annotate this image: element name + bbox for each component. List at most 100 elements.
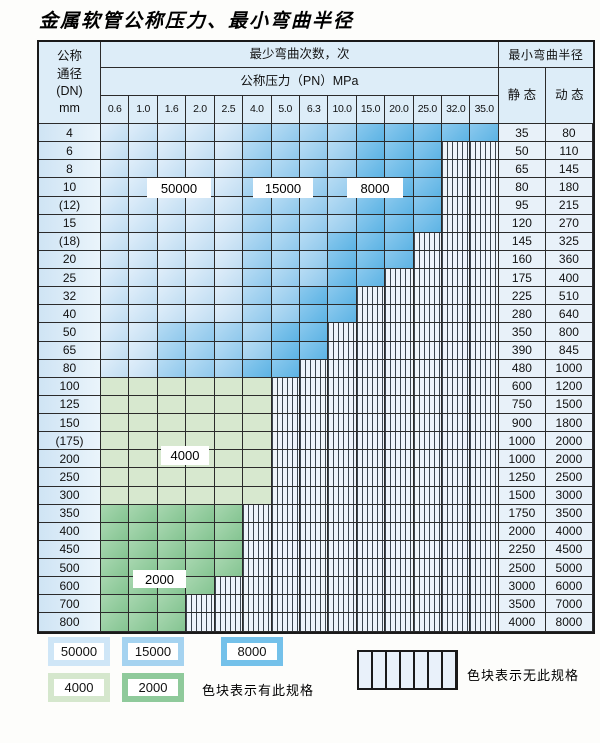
- dn-500: 500: [39, 559, 101, 578]
- legend-swatch-50000: 50000: [48, 637, 110, 666]
- legend-value-4000: 4000: [64, 680, 94, 695]
- dn-15: 15: [39, 214, 101, 233]
- cell-300-35.0-nospec: [470, 486, 499, 505]
- cell-15-6.3-spec: [299, 214, 329, 233]
- static-(18): 145: [498, 232, 546, 251]
- cell-600-5.0-nospec: [271, 577, 300, 596]
- cell-6-10.0-spec: [328, 142, 357, 161]
- cell-700-10.0-nospec: [328, 595, 357, 614]
- cell-(18)-6.3-spec: [299, 232, 329, 251]
- cell-10-35.0-nospec: [470, 178, 499, 197]
- cell-600-2.5-nospec: [214, 577, 244, 596]
- cell-8-15.0-spec: [356, 160, 386, 179]
- cell-15-20.0-spec: [385, 214, 414, 233]
- cell-300-32.0-nospec: [442, 486, 471, 505]
- cell-800-35.0-nospec: [470, 613, 499, 632]
- cell-800-25.0-nospec: [413, 613, 443, 632]
- dn-80: 80: [39, 359, 101, 378]
- cell-300-0.6-spec: [101, 486, 130, 505]
- cell-40-2.0-spec: [186, 305, 215, 324]
- cell-500-20.0-nospec: [385, 559, 414, 578]
- cell-80-25.0-nospec: [413, 359, 443, 378]
- cell-300-6.3-nospec: [299, 486, 329, 505]
- static-800: 4000: [498, 613, 546, 632]
- dynamic-10: 180: [545, 178, 593, 197]
- dn-8: 8: [39, 160, 101, 179]
- dn-(12): (12): [39, 196, 101, 215]
- zone-label-2000: 2000: [133, 570, 186, 588]
- legend: 50000 15000 8000 4000 2000 色块表示有此规格 色块表示…: [37, 635, 597, 740]
- cell-40-25.0-nospec: [413, 305, 443, 324]
- dn-header-line3: (DN): [56, 84, 83, 98]
- dynamic-15: 270: [545, 214, 593, 233]
- static-450: 2250: [498, 540, 546, 559]
- dynamic-800: 8000: [545, 613, 593, 632]
- cell-500-4.0-nospec: [243, 559, 272, 578]
- static-350: 1750: [498, 504, 546, 523]
- cell-800-2.5-nospec: [214, 613, 244, 632]
- pressure-header: 公称压力（PN）MPa: [101, 68, 499, 96]
- cell-25-2.5-spec: [214, 269, 244, 288]
- cell-25-1.6-spec: [157, 269, 187, 288]
- dynamic-8: 145: [545, 160, 593, 179]
- zone-label-50000: 50000: [147, 178, 211, 198]
- cell-400-15.0-nospec: [356, 522, 386, 541]
- cell-65-4.0-spec: [243, 341, 272, 360]
- cell-40-32.0-nospec: [442, 305, 471, 324]
- cell-450-5.0-nospec: [271, 540, 300, 559]
- cell-40-2.5-spec: [214, 305, 244, 324]
- cell-100-5.0-nospec: [271, 377, 300, 396]
- cell-350-2.0-spec: [186, 504, 215, 523]
- cell-200-0.6-spec: [101, 450, 130, 469]
- cell-20-6.3-spec: [299, 250, 329, 269]
- cell-4-4.0-spec: [243, 124, 272, 143]
- cell-6-4.0-spec: [243, 142, 272, 161]
- cell-25-5.0-spec: [271, 269, 300, 288]
- dynamic-25: 400: [545, 269, 593, 288]
- cell-15-2.5-spec: [214, 214, 244, 233]
- static-300: 1500: [498, 486, 546, 505]
- dn-300: 300: [39, 486, 101, 505]
- cell-400-5.0-nospec: [271, 522, 300, 541]
- dn-32: 32: [39, 287, 101, 306]
- cell-25-1.0-spec: [129, 269, 158, 288]
- cell-80-2.0-spec: [186, 359, 215, 378]
- cell-65-15.0-nospec: [356, 341, 386, 360]
- cell-250-2.0-spec: [186, 468, 215, 487]
- cell-10-32.0-nospec: [442, 178, 471, 197]
- cell-15-2.0-spec: [186, 214, 215, 233]
- cell-40-1.0-spec: [129, 305, 158, 324]
- cell-32-2.5-spec: [214, 287, 244, 306]
- static-(175): 1000: [498, 432, 546, 451]
- cell-150-6.3-nospec: [299, 414, 329, 433]
- cell-400-10.0-nospec: [328, 522, 357, 541]
- cell-450-15.0-nospec: [356, 540, 386, 559]
- cell-50-25.0-nospec: [413, 323, 443, 342]
- cell-25-32.0-nospec: [442, 269, 471, 288]
- cell-20-1.0-spec: [129, 250, 158, 269]
- cell-(175)-5.0-nospec: [271, 432, 300, 451]
- cell-200-5.0-nospec: [271, 450, 300, 469]
- cell-350-10.0-nospec: [328, 504, 357, 523]
- static-8: 65: [498, 160, 546, 179]
- dynamic-350: 3500: [545, 504, 593, 523]
- cell-600-6.3-nospec: [299, 577, 329, 596]
- cell-20-10.0-spec: [328, 250, 357, 269]
- cell-250-10.0-nospec: [328, 468, 357, 487]
- dynamic-(12): 215: [545, 196, 593, 215]
- cell-500-0.6-spec: [101, 559, 130, 578]
- dynamic-600: 6000: [545, 577, 593, 596]
- pressure-col-35.0: 35.0: [470, 96, 499, 124]
- dynamic-500: 5000: [545, 559, 593, 578]
- cell-700-2.5-nospec: [214, 595, 244, 614]
- cell-80-0.6-spec: [101, 359, 130, 378]
- dynamic-20: 360: [545, 250, 593, 269]
- cell-200-32.0-nospec: [442, 450, 471, 469]
- cell-400-35.0-nospec: [470, 522, 499, 541]
- cell-4-0.6-spec: [101, 124, 130, 143]
- cell-200-15.0-nospec: [356, 450, 386, 469]
- cell-6-1.0-spec: [129, 142, 158, 161]
- cell-4-35.0-spec: [470, 124, 499, 143]
- dn-header-line4: mm: [59, 101, 80, 116]
- cell-80-20.0-nospec: [385, 359, 414, 378]
